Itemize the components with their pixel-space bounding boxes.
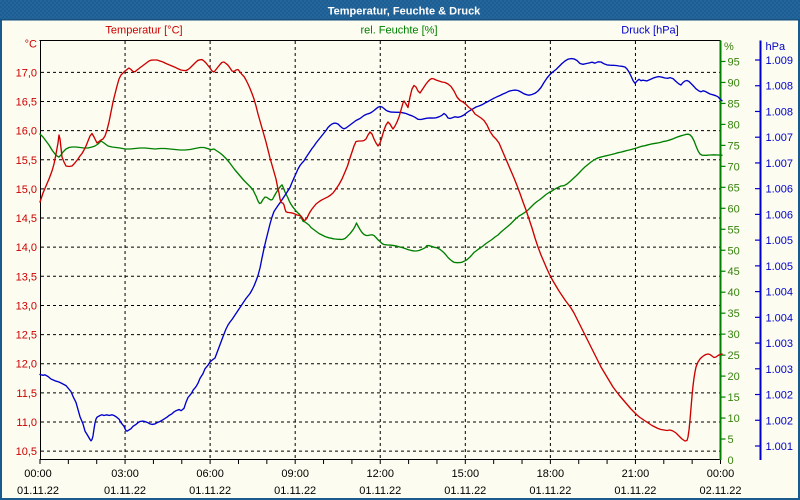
svg-text:17,0: 17,0	[16, 67, 37, 79]
svg-text:1.005: 1.005	[766, 235, 794, 247]
svg-text:rel. Feuchte [%]: rel. Feuchte [%]	[360, 25, 437, 37]
svg-text:15:00: 15:00	[452, 468, 480, 480]
svg-text:1.001: 1.001	[766, 441, 794, 453]
svg-text:1.007: 1.007	[766, 158, 794, 170]
svg-text:60: 60	[728, 203, 740, 215]
svg-text:01.11.22: 01.11.22	[444, 485, 486, 497]
svg-text:14,0: 14,0	[16, 242, 37, 254]
svg-text:15: 15	[728, 392, 740, 404]
svg-text:Temperatur, Feuchte & Druck: Temperatur, Feuchte & Druck	[328, 6, 481, 18]
svg-text:Druck [hPa]: Druck [hPa]	[621, 25, 678, 37]
svg-text:Temperatur [°C]: Temperatur [°C]	[105, 25, 182, 37]
svg-text:01.11.22: 01.11.22	[359, 485, 401, 497]
svg-text:13,0: 13,0	[16, 300, 37, 312]
svg-text:°C: °C	[25, 39, 37, 51]
svg-text:15,0: 15,0	[16, 184, 37, 196]
svg-text:0: 0	[728, 455, 734, 467]
svg-text:75: 75	[728, 140, 740, 152]
svg-text:12,5: 12,5	[16, 330, 37, 342]
svg-text:00:00: 00:00	[707, 468, 735, 480]
svg-text:01.11.22: 01.11.22	[274, 485, 316, 497]
svg-text:00:00: 00:00	[24, 468, 52, 480]
svg-text:11,5: 11,5	[16, 388, 37, 400]
svg-text:hPa: hPa	[766, 41, 786, 53]
svg-text:15,5: 15,5	[16, 155, 37, 167]
svg-text:13,5: 13,5	[16, 271, 37, 283]
svg-text:1.002: 1.002	[766, 390, 794, 402]
svg-text:1.008: 1.008	[766, 81, 794, 93]
svg-text:90: 90	[728, 77, 740, 89]
svg-text:%: %	[724, 41, 734, 53]
svg-text:21:00: 21:00	[622, 468, 650, 480]
svg-text:02.11.22: 02.11.22	[699, 485, 741, 497]
svg-text:12:00: 12:00	[366, 468, 394, 480]
svg-text:16,0: 16,0	[16, 126, 37, 138]
svg-text:1.008: 1.008	[766, 106, 794, 118]
svg-text:1.004: 1.004	[766, 287, 794, 299]
svg-text:01.11.22: 01.11.22	[189, 485, 231, 497]
svg-text:1.004: 1.004	[766, 312, 794, 324]
svg-text:80: 80	[728, 119, 740, 131]
svg-text:1.007: 1.007	[766, 132, 794, 144]
svg-text:1.006: 1.006	[766, 184, 794, 196]
svg-text:25: 25	[728, 350, 740, 362]
svg-text:01.11.22: 01.11.22	[529, 485, 571, 497]
svg-text:1.006: 1.006	[766, 209, 794, 221]
svg-text:85: 85	[728, 98, 740, 110]
svg-text:40: 40	[728, 287, 740, 299]
svg-text:18:00: 18:00	[537, 468, 565, 480]
svg-text:95: 95	[728, 56, 740, 68]
svg-text:16,5: 16,5	[16, 97, 37, 109]
svg-text:01.11.22: 01.11.22	[104, 485, 146, 497]
svg-text:14,5: 14,5	[16, 213, 37, 225]
svg-text:03:00: 03:00	[111, 468, 139, 480]
svg-text:11,0: 11,0	[16, 417, 37, 429]
svg-text:45: 45	[728, 266, 740, 278]
svg-text:1.003: 1.003	[766, 338, 794, 350]
svg-text:1.009: 1.009	[766, 55, 794, 67]
svg-text:1.003: 1.003	[766, 364, 794, 376]
svg-text:70: 70	[728, 161, 740, 173]
svg-text:10: 10	[728, 413, 740, 425]
svg-text:06:00: 06:00	[196, 468, 224, 480]
svg-text:35: 35	[728, 308, 740, 320]
svg-text:55: 55	[728, 224, 740, 236]
svg-text:01.11.22: 01.11.22	[17, 485, 59, 497]
svg-text:50: 50	[728, 245, 740, 257]
svg-text:20: 20	[728, 371, 740, 383]
svg-text:10,5: 10,5	[16, 446, 37, 458]
svg-text:01.11.22: 01.11.22	[614, 485, 656, 497]
svg-text:5: 5	[728, 434, 734, 446]
svg-text:12,0: 12,0	[16, 359, 37, 371]
svg-text:1.005: 1.005	[766, 261, 794, 273]
svg-text:30: 30	[728, 329, 740, 341]
svg-text:09:00: 09:00	[281, 468, 309, 480]
svg-text:65: 65	[728, 182, 740, 194]
svg-text:1.002: 1.002	[766, 415, 794, 427]
